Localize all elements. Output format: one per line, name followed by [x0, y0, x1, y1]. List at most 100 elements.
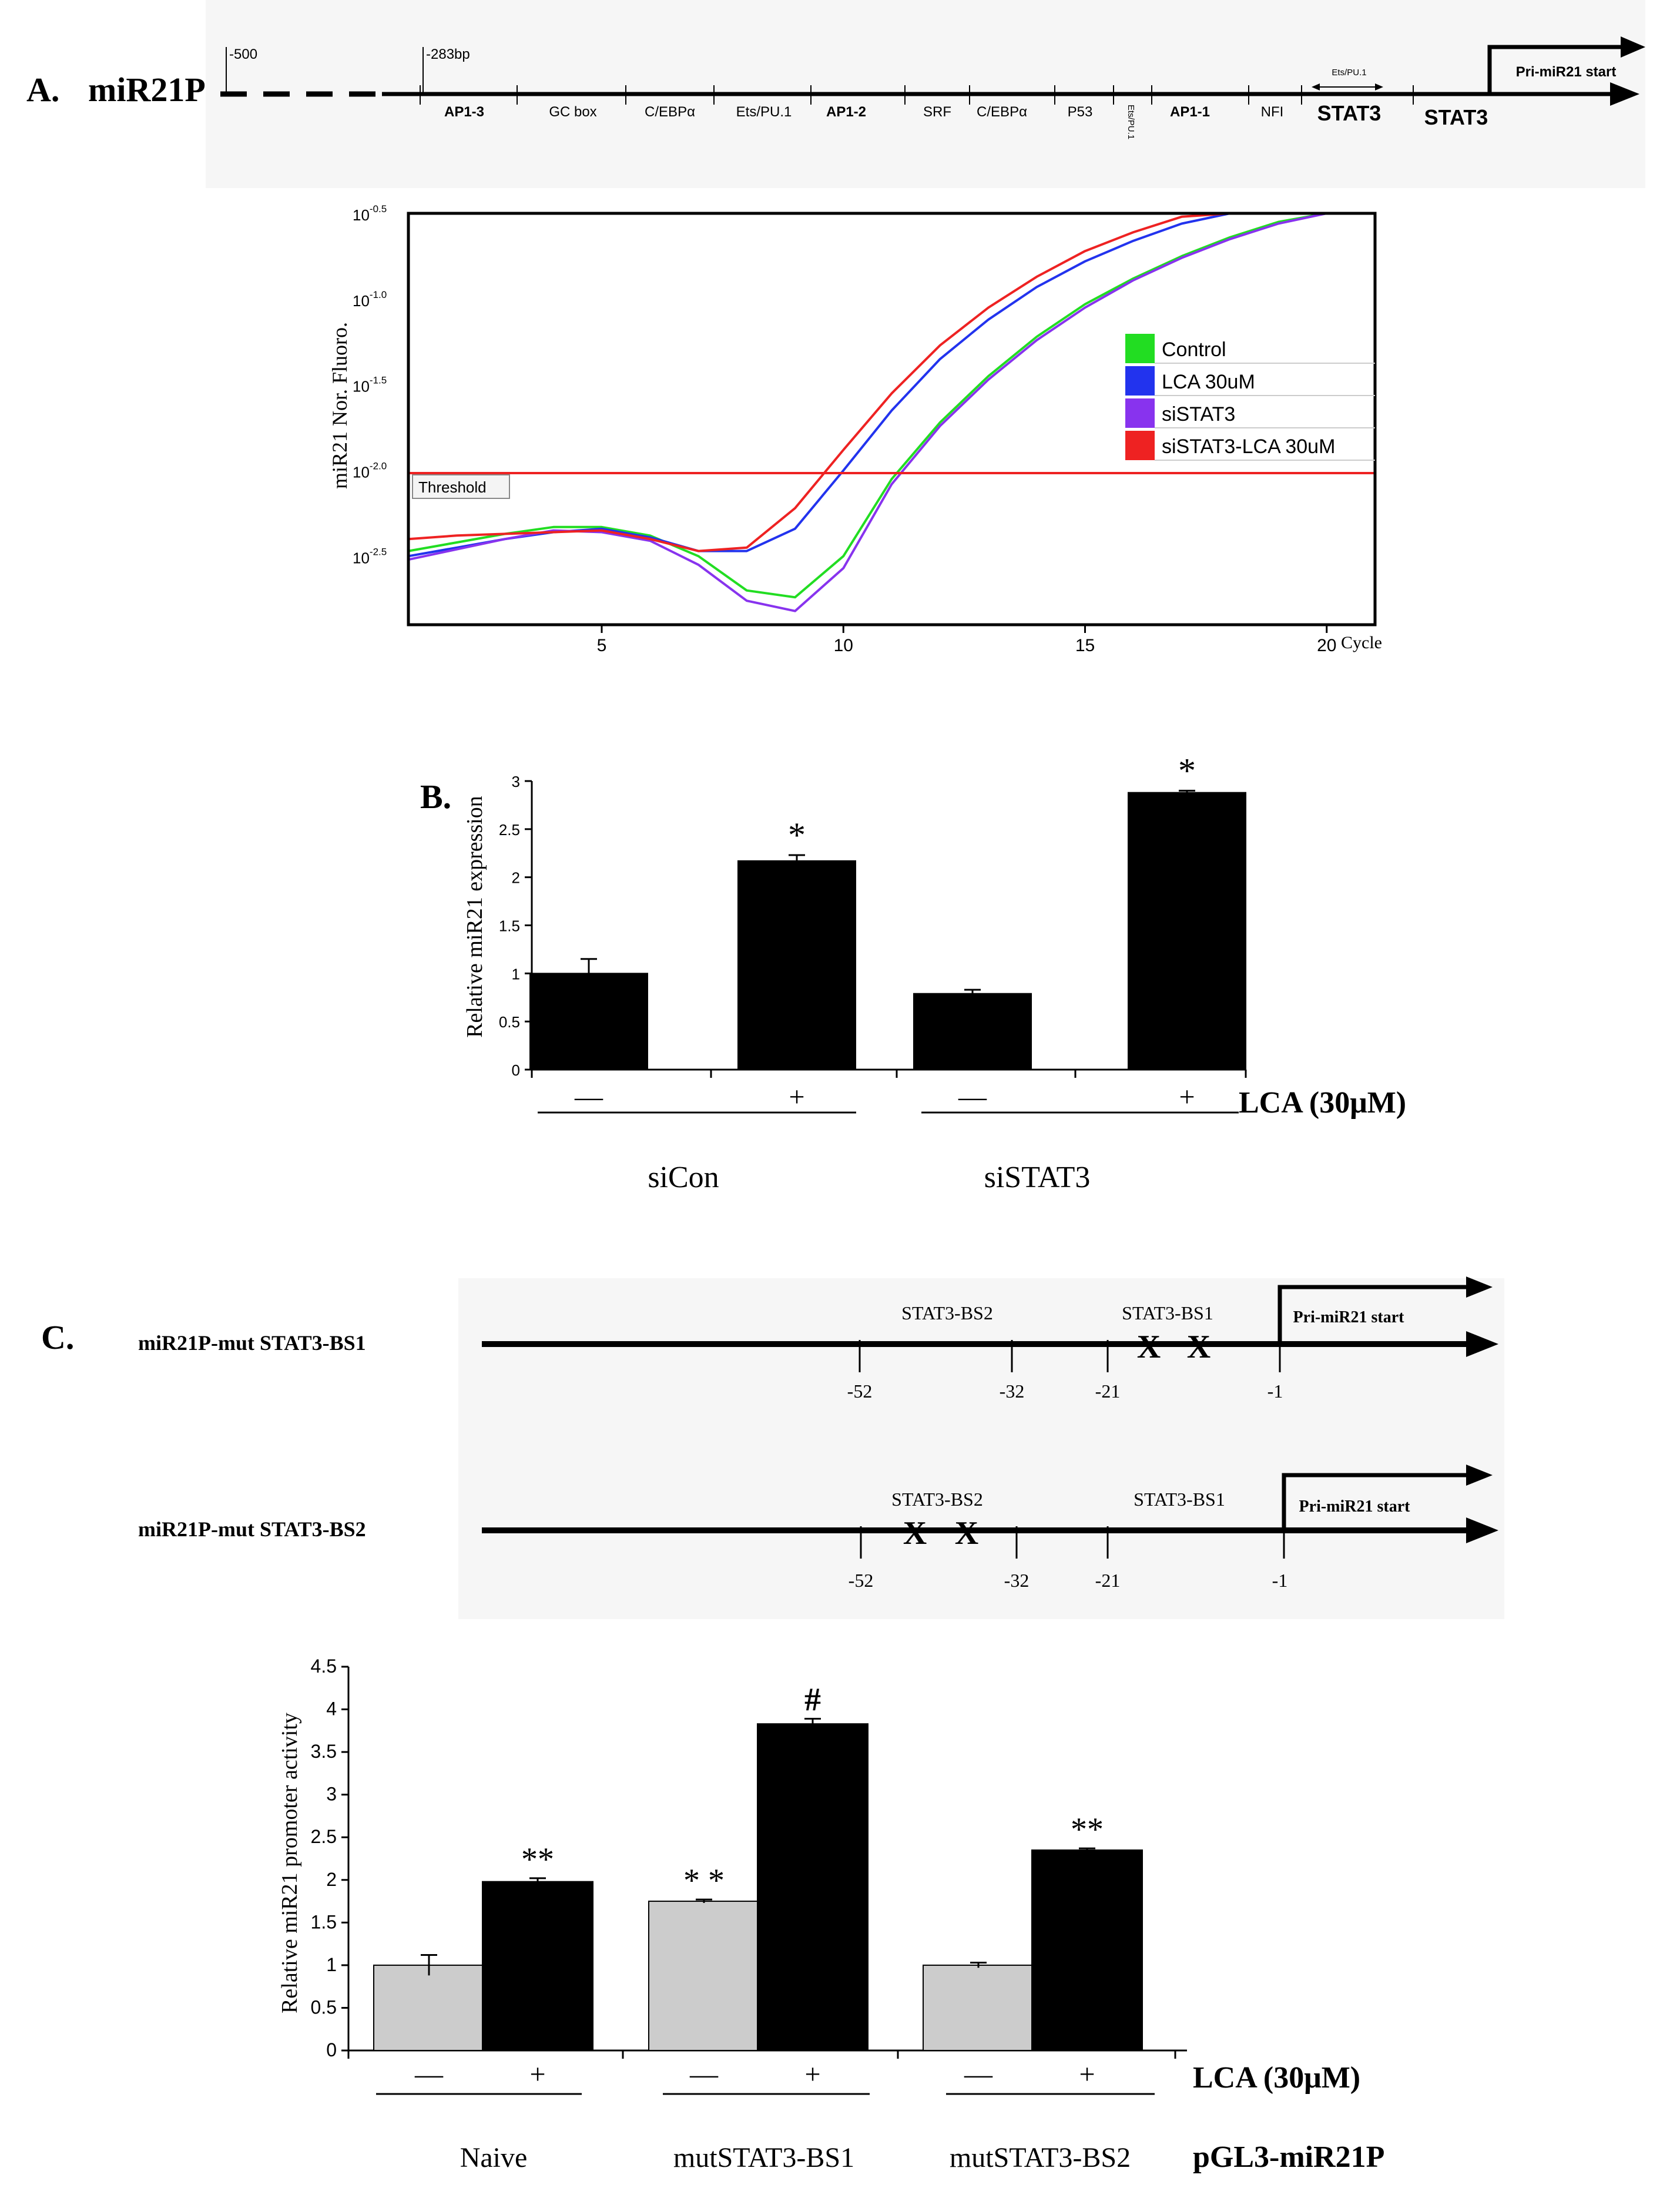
panel-b-lca-label: LCA (30μM) [1239, 1086, 1406, 1120]
pri-mir21-start-label-a: Pri-miR21 start [1516, 64, 1617, 80]
construct-2-tss-arrowhead [1466, 1465, 1493, 1486]
construct-2-bs2-label: STAT3-BS2 [891, 1489, 983, 1510]
tss-arrow [1487, 45, 1639, 94]
panel-c-group-label-1: Naive [460, 2142, 528, 2173]
amp-xtick-label-0: 5 [597, 636, 607, 655]
amp-xtick-label-1: 10 [834, 636, 853, 655]
c-ytick-label-8: 4 [326, 1698, 337, 1720]
panel-c-group-label-2: mutSTAT3-BS1 [673, 2142, 854, 2173]
construct-2-pos-1: -1 [1272, 1570, 1288, 1591]
amp-ytick-label-2: 10-1.5 [353, 375, 387, 396]
c-ytick-label-7: 3.5 [311, 1741, 337, 1762]
ets-small-arrow-right [1375, 83, 1383, 91]
panel-c-constructs: C. miR21P-mut STAT3-BS1 Pri-miR21 start … [41, 1276, 1504, 1619]
site-ticks [420, 85, 1414, 105]
ets-small-arrow-left [1312, 83, 1320, 91]
amp-series [408, 212, 1327, 612]
site-label-4: AP1-2 [826, 104, 866, 120]
panel-c-bars: — + — + — + ** * * # ** [373, 1682, 1143, 2090]
c-ytick-label-3: 1.5 [311, 1911, 337, 1932]
amp-legend: Control LCA 30uM siSTAT3 siSTAT3-LCA 30uM [1125, 334, 1375, 461]
c-bar-5 [1031, 1849, 1143, 2051]
c-bar-0 [373, 1964, 485, 2052]
stat3-site-label-2: STAT3 [1424, 105, 1488, 129]
b-annotation-0: * [788, 816, 806, 855]
b-ytick-label-6: 3 [512, 773, 520, 790]
panel-b-group-label-1: siCon [648, 1161, 719, 1194]
construct-2-mutation-mark-1: X [903, 1515, 927, 1552]
site-label-2: C/EBPα [645, 104, 695, 120]
panel-a-promoter-map: A. miR21P -500 -283bp AP1-3 GC box C/EBPα E… [26, 0, 1645, 188]
amp-ytick-label-4: 10-2.5 [353, 546, 387, 567]
panel-c-ylabel: Relative miR21 promoter activity [277, 1713, 302, 2013]
b-annotation-1: * [1178, 751, 1196, 790]
b-ytick-label-1: 0.5 [499, 1013, 520, 1031]
c-annotation-0: ** [521, 1841, 554, 1878]
b-bar-2 [913, 993, 1032, 1071]
c-bar-4 [923, 1964, 1034, 2052]
threshold-label: Threshold [418, 478, 487, 496]
c-ytick-label-6: 3 [326, 1784, 337, 1805]
construct-1-mutation-mark-1: X [1137, 1329, 1161, 1365]
construct-1-mutation-mark-2: X [1187, 1329, 1210, 1365]
amp-xtick-label-3: 20 [1317, 636, 1336, 655]
c-ytick-label-9: 4.5 [311, 1656, 337, 1677]
panel-b-bar-chart: B. Relative miR21 expression 0 0.5 1 1.5 2 2.… [420, 751, 1406, 1194]
site-label-10: NFI [1261, 104, 1284, 120]
site-label-5: SRF [923, 104, 951, 120]
amp-curve-sistat3-lca-30um [408, 212, 1327, 552]
panel-b-axes: 0 0.5 1 1.5 2 2.5 3 [499, 773, 1247, 1079]
legend-label-0: Control [1162, 339, 1226, 361]
ets-small-label: Ets/PU.1 [1332, 68, 1366, 78]
b-lca-sign-3: + [1179, 1081, 1195, 1113]
c-bar-1 [482, 1881, 593, 2051]
c-annotation-1: * * [683, 1862, 725, 1899]
b-ytick-label-3: 1.5 [499, 917, 520, 935]
c-lca-sign-2: — [689, 2059, 719, 2090]
panel-c-vector-label: pGL3-miR21P [1193, 2140, 1384, 2174]
b-bar-0 [529, 973, 648, 1071]
c-bar-3 [757, 1723, 868, 2051]
construct-1-tss-arrow [1277, 1285, 1469, 1344]
c-lca-sign-1: + [529, 2059, 545, 2090]
construct-2-mutation-mark-2: X [955, 1515, 978, 1552]
bp-start-label: -500 [229, 46, 257, 62]
b-ytick-label-0: 0 [512, 1061, 520, 1079]
amp-ytick-label-0: 10-0.5 [353, 203, 387, 224]
site-label-6: C/EBPα [977, 104, 1027, 120]
panel-c-bar-chart: Relative miR21 promoter activity 0 0.5 1 1.… [277, 1656, 1384, 2174]
panel-b-ylabel: Relative miR21 expression [462, 796, 487, 1038]
c-lca-sign-3: + [804, 2059, 820, 2090]
threshold-label-box [412, 474, 510, 499]
legend-swatch-3 [1125, 431, 1155, 460]
construct-1-tss-arrowhead [1466, 1276, 1493, 1298]
construct-1-pos-21: -21 [1095, 1381, 1121, 1402]
site-label-3: Ets/PU.1 [736, 104, 792, 120]
legend-swatch-0 [1125, 334, 1155, 363]
panel-c-map-background [458, 1278, 1504, 1619]
amp-ytick-label-3: 10-2.0 [353, 461, 387, 481]
construct-1-pos-1: -1 [1267, 1381, 1283, 1402]
site-label-0: AP1-3 [444, 104, 484, 120]
construct-1-arrowhead [1466, 1331, 1498, 1357]
b-ytick-label-2: 1 [512, 965, 520, 983]
construct-2-start-label: Pri-miR21 start [1299, 1497, 1411, 1516]
c-lca-sign-4: — [964, 2059, 993, 2090]
b-lca-sign-0: — [574, 1081, 603, 1113]
panel-a-amplification-plot: miR21 Nor. Fluoro. 10-0.5 10-1.0 10-1.5 10-… [328, 203, 1382, 655]
amp-curve-control [408, 212, 1327, 599]
legend-label-1: LCA 30uM [1162, 371, 1255, 393]
amp-ytick-label-1: 10-1.0 [353, 289, 387, 310]
b-bar-1 [737, 860, 856, 1071]
construct-1-pos-52: -52 [847, 1381, 873, 1402]
c-lca-sign-0: — [414, 2059, 444, 2090]
b-lca-sign-1: + [789, 1081, 804, 1113]
amp-ylabel: miR21 Nor. Fluoro. [328, 322, 351, 489]
construct-2-bs1-label: STAT3-BS1 [1134, 1489, 1225, 1510]
panel-c-group-label-3: mutSTAT3-BS2 [950, 2142, 1131, 2173]
b-bar-3 [1128, 792, 1246, 1070]
panel-b-label: B. [420, 778, 451, 816]
amp-xtick-label-2: 15 [1075, 636, 1095, 655]
site-label-1: GC box [549, 104, 596, 120]
